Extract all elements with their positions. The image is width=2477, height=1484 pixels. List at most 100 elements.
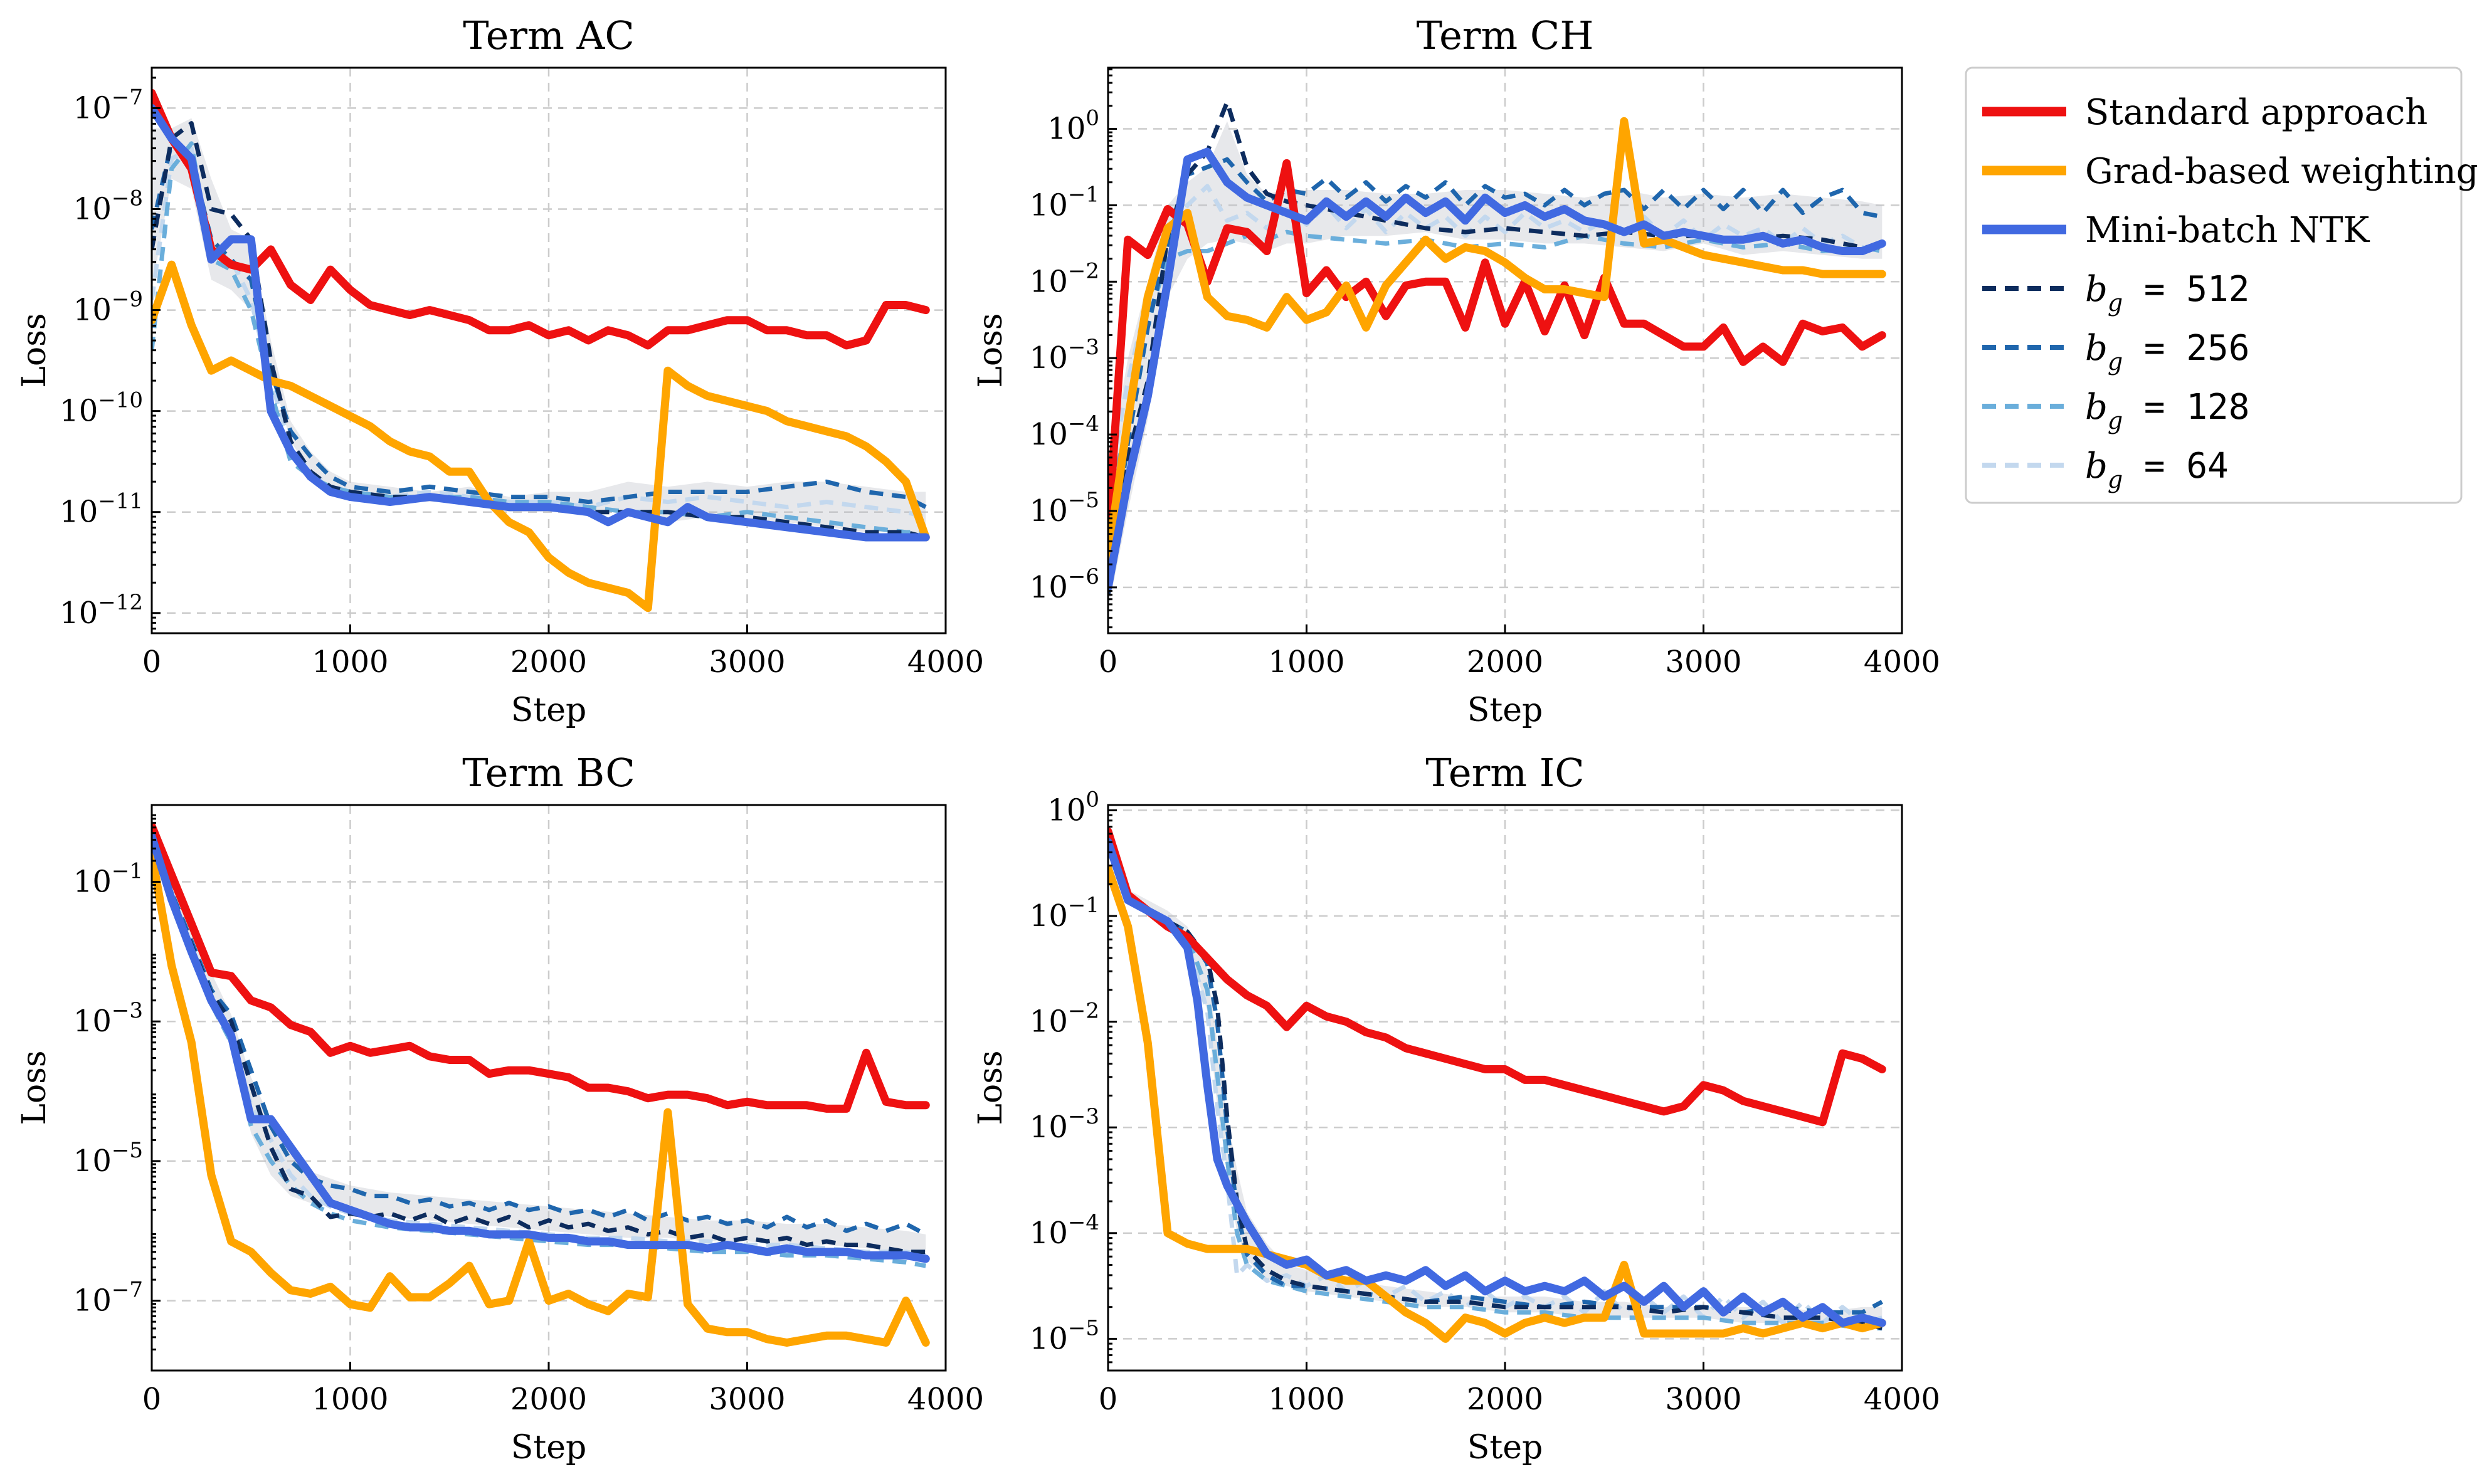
x-tick-label: 3000 [709,645,785,680]
legend-item-b-g-64: bg = 64 [1982,446,2229,493]
y-tick-label: 10−4 [1030,1210,1099,1251]
y-axis-label: Loss [972,1050,1010,1125]
y-tick-label: 10−5 [1030,488,1099,529]
legend-label: bg = 512 [2085,269,2249,317]
variance-band [1108,121,1883,611]
series-line-mini-batch-ntk [152,103,930,542]
y-tick-label: 10−9 [73,287,143,328]
x-tick-label: 1000 [312,645,388,680]
y-axis-label: Loss [972,313,1010,387]
legend-item-standard-approach: Standard approach [1982,92,2427,133]
y-tick-label: 10−3 [1030,335,1099,376]
y-tick-label: 100 [1047,106,1099,147]
plot-area [1108,100,1886,611]
grid [1108,805,1902,1371]
series-line-b-g-128 [1108,841,1883,1331]
x-tick-label: 1000 [1268,645,1344,680]
legend-item-grad-based-weighting: Grad-based weighting [1982,151,2477,192]
y-tick-label: 10−4 [1030,411,1099,452]
series-line-b-g-256 [1108,157,1883,581]
axes-frame [1107,804,1903,1372]
plot-area [152,88,930,613]
series-line-b-g-128 [152,836,926,1268]
x-axis-label: Step [511,1429,587,1466]
grid [152,68,946,633]
y-tick-label: 10−3 [73,998,143,1039]
y-axis-label: Loss [16,313,53,387]
y-tick-label: 100 [1047,787,1099,828]
legend-item-b-g-128: bg = 128 [1982,387,2249,434]
series-line-b-g-64 [1108,184,1883,489]
x-tick-label: 1000 [1268,1382,1344,1417]
series-line-b-g-64 [152,836,926,1258]
y-tick-label: 10−3 [1030,1104,1099,1145]
y-tick-label: 10−12 [60,590,143,631]
legend-label: bg = 128 [2085,387,2249,434]
legend-label: Grad-based weighting [2085,151,2477,192]
x-axis-label: Step [1467,692,1543,729]
legend: Standard approach Grad-based weighting Min… [1965,66,2477,504]
panel-title: Term IC [1425,750,1584,796]
x-tick-label: 2000 [1467,1382,1543,1417]
y-tick-label: 10−1 [1030,893,1099,934]
panel-term-ch: 0 1000 2000 3000 4000 10−6 10−5 10−4 10−3 10−2 10−… [972,13,1940,729]
x-tick-label: 2000 [510,645,587,680]
legend-item-b-g-512: bg = 512 [1982,269,2249,317]
series-line-grad-based-weighting [152,260,930,613]
legend-label: Mini-batch NTK [2085,210,2370,251]
y-tick-label: 10−7 [73,85,143,125]
x-axis-label: Step [511,692,587,729]
y-tick-label: 10−7 [73,1278,143,1318]
series-line-standard-approach [1108,827,1886,1127]
series-line-standard-approach [152,88,930,350]
series-line-grad-based-weighting [1108,864,1886,1343]
series-line-mini-batch-ntk [1108,147,1886,592]
x-tick-label: 3000 [1665,645,1741,680]
x-tick-label: 0 [1099,1382,1118,1417]
x-tick-label: 0 [142,645,162,680]
panel-title: Term AC [463,13,635,58]
legend-label: Standard approach [2085,92,2427,133]
panel-term-bc: 0 1000 2000 3000 4000 10−7 10−5 10−3 10−1 Term BC… [16,750,984,1466]
variance-band [152,118,926,537]
x-tick-label: 4000 [907,1382,984,1417]
panel-term-ic: 0 1000 2000 3000 4000 10−5 10−4 10−3 10−2 10−1 100… [972,750,1940,1466]
legend-label: bg = 64 [2085,446,2229,493]
legend-item-mini-batch-ntk: Mini-batch NTK [1982,210,2370,251]
series-line-standard-approach [152,821,930,1113]
panels: 0 1000 2000 3000 400010−1210−1110−1010−910−8… [16,13,1940,1466]
legend-label: bg = 256 [2085,328,2249,376]
grid [1108,68,1902,633]
plot-area [1108,826,1886,1343]
legend-item-b-g-256: bg = 256 [1982,328,2249,376]
series-line-b-g-256 [152,832,927,1236]
grid [152,805,946,1371]
x-tick-label: 1000 [312,1382,388,1417]
panel-title: Term CH [1417,13,1594,58]
y-tick-label: 10−1 [73,858,143,899]
y-tick-label: 10−1 [1030,182,1099,223]
x-tick-label: 3000 [1665,1382,1741,1417]
series-line-b-g-256 [1108,836,1883,1315]
x-axis-label: Step [1467,1429,1543,1466]
series-line-mini-batch-ntk [152,832,930,1263]
y-tick-label: 10−2 [1030,999,1099,1039]
y-tick-label: 10−2 [1030,258,1099,299]
y-axis-label: Loss [16,1050,53,1125]
variance-band [152,826,926,1252]
y-tick-label: 10−10 [60,388,143,429]
x-tick-label: 0 [1099,645,1118,680]
panel-title: Term BC [462,750,635,796]
plot-area [152,821,930,1347]
x-tick-label: 4000 [1864,645,1940,680]
y-tick-label: 10−8 [73,186,143,227]
legend-box [1965,66,2463,504]
panel-term-ac: 0 1000 2000 3000 4000 10−12 10−11 10−10 10−9 10−8… [16,13,984,729]
series-line-grad-based-weighting [1108,117,1886,561]
x-tick-label: 0 [142,1382,162,1417]
x-tick-label: 4000 [907,645,984,680]
series-line-mini-batch-ntk [1108,838,1886,1327]
series-line-b-g-512 [152,832,926,1255]
y-tick-label: 10−5 [1030,1315,1099,1356]
